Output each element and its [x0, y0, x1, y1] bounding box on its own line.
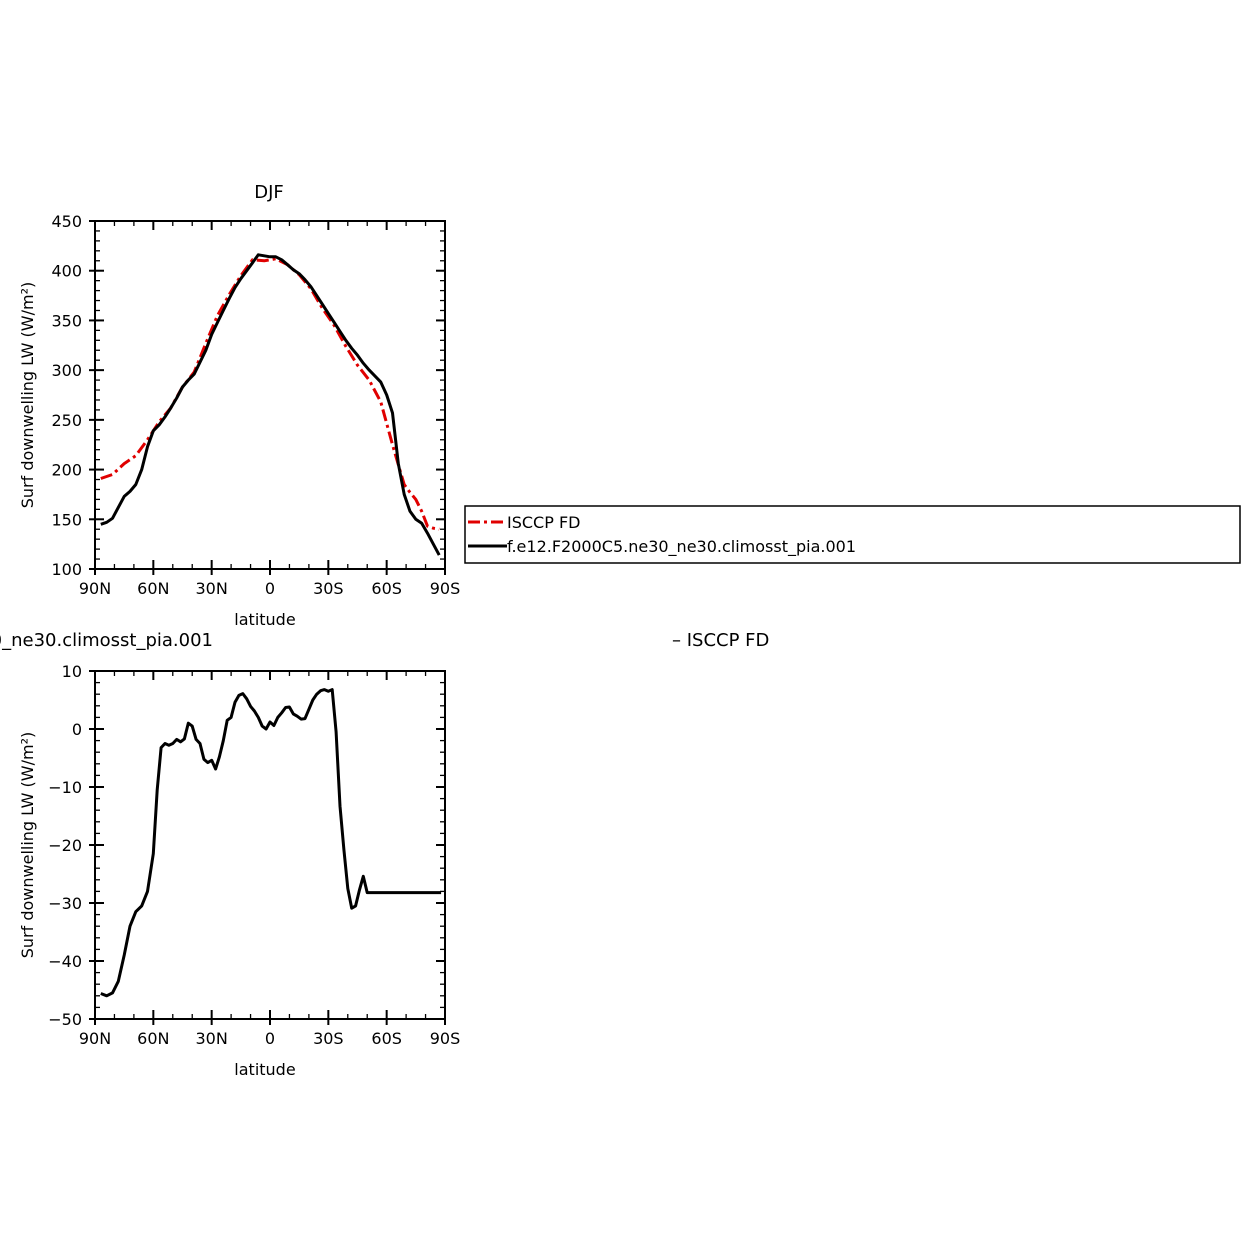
y-axis-label: Surf downwelling LW (W/m²) — [18, 282, 37, 508]
y-tick-label: 400 — [51, 262, 82, 281]
y-tick-label: 10 — [62, 662, 82, 681]
plot-frame — [94, 220, 446, 570]
y-tick-label: 350 — [51, 311, 82, 330]
x-tick-label: 30S — [313, 579, 344, 598]
y-axis-label: Surf downwelling LW (W/m²) — [18, 732, 37, 958]
x-tick-label: 30S — [313, 1029, 344, 1048]
chart-title: DJF — [254, 182, 284, 203]
legend-box — [464, 505, 1241, 564]
x-axis-label: latitude — [234, 610, 295, 629]
x-tick-label: 60S — [371, 579, 402, 598]
legend-label-1: ISCCP FD — [507, 513, 580, 532]
x-tick-label: 0 — [265, 1029, 275, 1048]
y-tick-label: −20 — [48, 836, 82, 855]
series-line-1 — [100, 688, 442, 998]
chart-title-part-1: f.e12.F2000C5.ne30_ne30.climosst_pia.001 — [0, 630, 213, 651]
y-tick-label: −10 — [48, 778, 82, 797]
x-tick-label: 90N — [79, 1029, 111, 1048]
y-tick-label: −30 — [48, 894, 82, 913]
legend: ISCCP FD f.e12.F2000C5.ne30_ne30.climosst… — [464, 505, 1241, 564]
y-tick-label: 0 — [72, 720, 82, 739]
y-tick-label: 250 — [51, 411, 82, 430]
x-tick-label: 60S — [371, 1029, 402, 1048]
x-tick-label: 30N — [196, 579, 228, 598]
x-tick-label: 60N — [137, 1029, 169, 1048]
series-line-1 — [100, 257, 440, 531]
y-tick-label: −40 — [48, 952, 82, 971]
x-tick-label: 90S — [430, 1029, 461, 1048]
y-tick-label: −50 — [48, 1010, 82, 1029]
x-axis-label: latitude — [234, 1060, 295, 1079]
legend-label-2: f.e12.F2000C5.ne30_ne30.climosst_pia.001 — [507, 537, 856, 557]
y-tick-label: 300 — [51, 361, 82, 380]
x-tick-label: 60N — [137, 579, 169, 598]
bottom-panel: f.e12.F2000C5.ne30_ne30.climosst_pia.001… — [0, 630, 769, 1079]
x-tick-label: 0 — [265, 579, 275, 598]
top-panel: DJF 90N 60N 30N 0 30S 60S 90S 100 150 200 250 300 350… — [18, 182, 460, 629]
x-tick-label: 90S — [430, 579, 461, 598]
y-tick-label: 150 — [51, 510, 82, 529]
y-tick-label: 450 — [51, 212, 82, 231]
x-tick-label: 90N — [79, 579, 111, 598]
y-tick-label: 200 — [51, 461, 82, 480]
y-tick-label: 100 — [51, 560, 82, 579]
series-line-2 — [100, 253, 441, 556]
x-tick-label: 30N — [196, 1029, 228, 1048]
chart-title-part-2: – ISCCP FD — [672, 630, 769, 651]
